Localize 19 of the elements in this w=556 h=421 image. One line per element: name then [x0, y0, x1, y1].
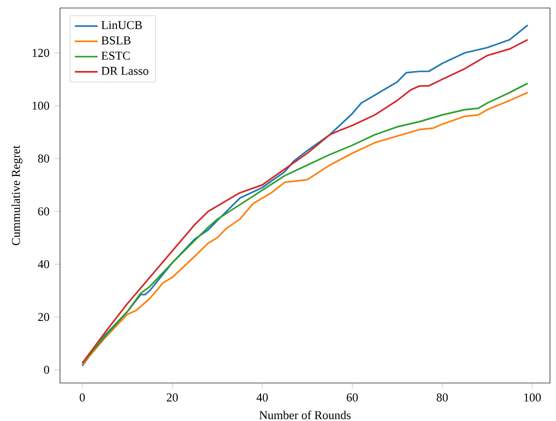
x-tick-label: 20 [166, 393, 178, 402]
x-tick-label: 60 [346, 393, 358, 402]
x-tick-label: 80 [436, 393, 448, 402]
legend-label: ESTC [101, 52, 130, 60]
legend-label: BSLB [101, 36, 131, 44]
x-tick-label: 0 [80, 393, 85, 402]
x-tick-label: 100 [524, 393, 541, 402]
legend-label: LinUCB [101, 21, 142, 30]
y-tick-label: 20 [38, 312, 50, 322]
x-tick-label: 40 [256, 393, 268, 402]
x-axis-title: Number of Rounds [259, 410, 351, 420]
y-tick-label: 0 [44, 366, 50, 374]
y-tick-label: 60 [38, 207, 50, 216]
y-tick-label: 80 [38, 154, 50, 163]
y-tick-label: 120 [32, 48, 50, 57]
y-tick-label: 40 [38, 260, 50, 268]
y-tick-label: 100 [32, 102, 50, 110]
legend-label: DR Lasso [101, 66, 148, 75]
y-axis-title: Cummulative Regret [12, 145, 22, 246]
